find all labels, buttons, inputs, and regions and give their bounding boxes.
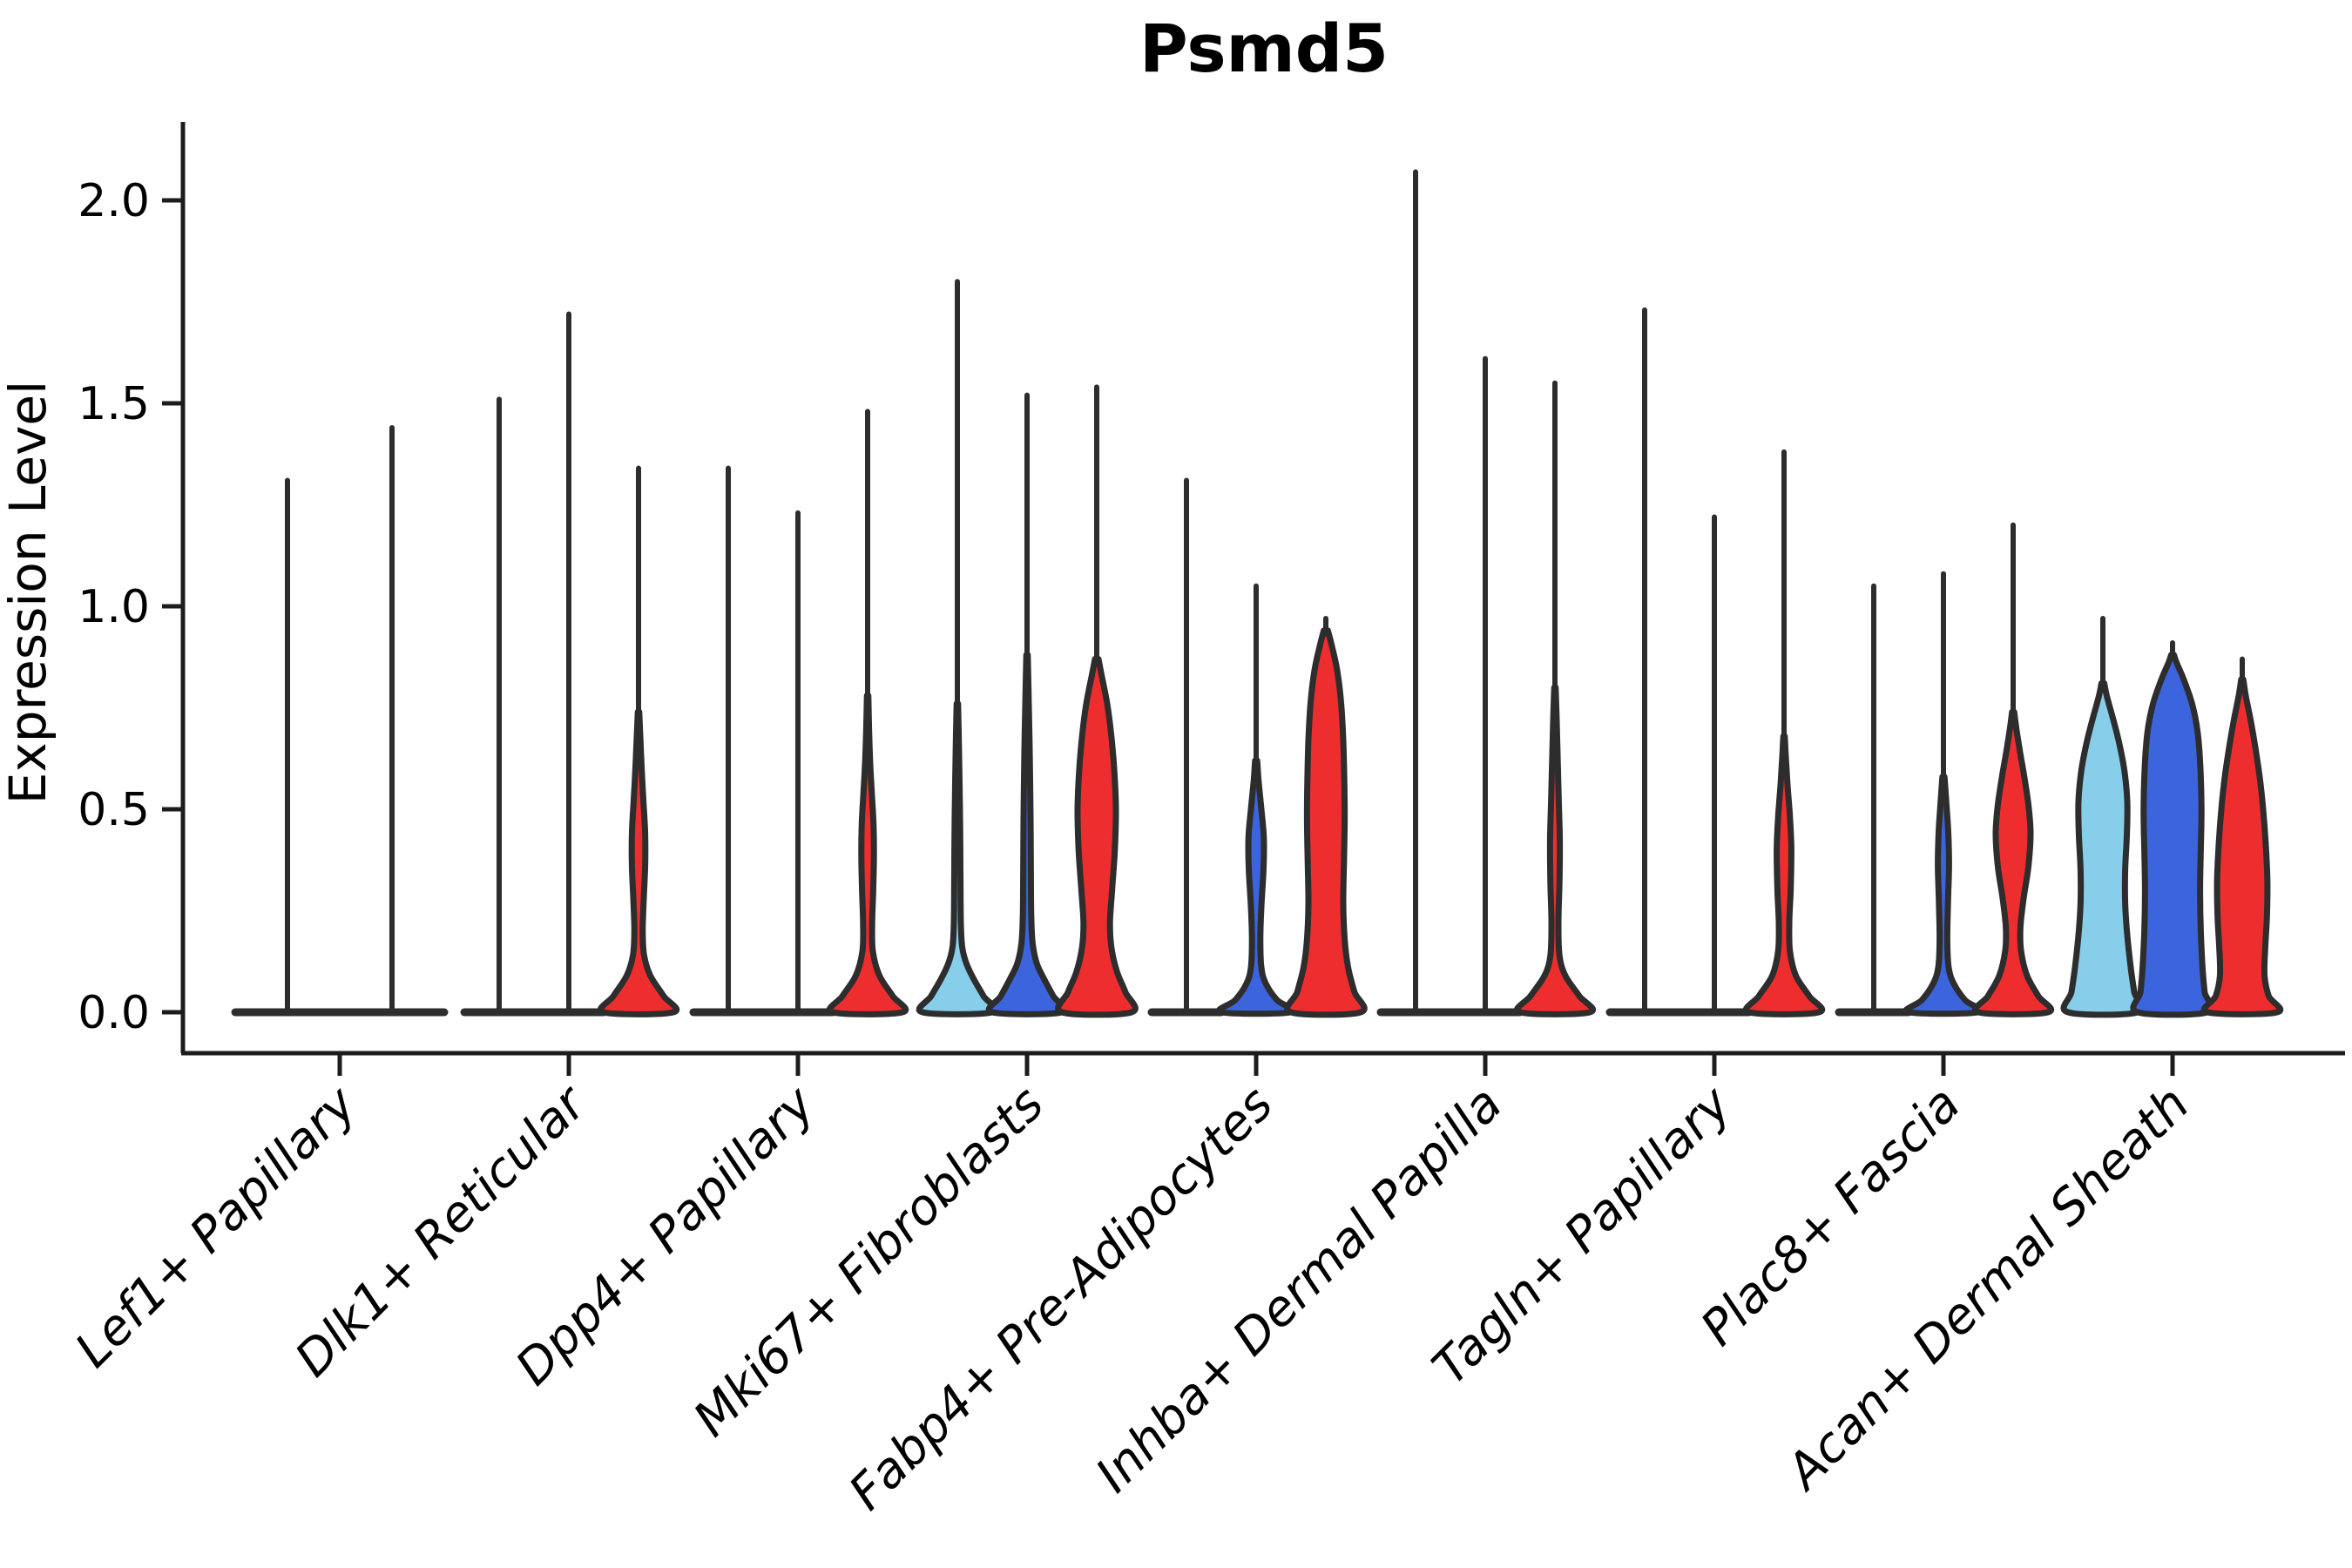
y-axis-label: Expression Level: [0, 381, 57, 804]
y-tick-label: 0.5: [78, 784, 150, 836]
violin-body-lightblue: [916, 700, 999, 1017]
violin-body-red: [1971, 708, 2055, 1017]
violin-body-blue: [1215, 757, 1297, 1017]
y-tick-label: 0.0: [78, 987, 150, 1039]
x-tick-label: Acan+ Dermal Sheath: [1774, 1076, 2200, 1502]
violin-body-red: [1742, 733, 1826, 1017]
violin-body-red: [1284, 627, 1368, 1018]
violin-body-blue: [985, 652, 1069, 1017]
violin-body-red: [826, 693, 909, 1017]
violin-body-blue: [1903, 774, 1984, 1017]
violin-body-red: [1513, 684, 1597, 1017]
chart-title: Psmd5: [1139, 10, 1389, 87]
violin-body-lightblue: [2060, 680, 2146, 1018]
y-tick-label: 1.5: [78, 378, 150, 430]
x-tick-label: Inhba+ Dermal Papilla: [1085, 1076, 1513, 1504]
x-tick-label: Fabp4+ Pre-Adipocytes: [839, 1076, 1284, 1521]
violin-body-red: [2200, 676, 2284, 1017]
y-tick-label: 1.0: [78, 581, 150, 633]
violin-body-red: [1055, 656, 1139, 1018]
y-tick-label: 2.0: [78, 175, 150, 227]
violin-body-blue: [2130, 652, 2215, 1018]
violin-body-red: [597, 708, 680, 1017]
